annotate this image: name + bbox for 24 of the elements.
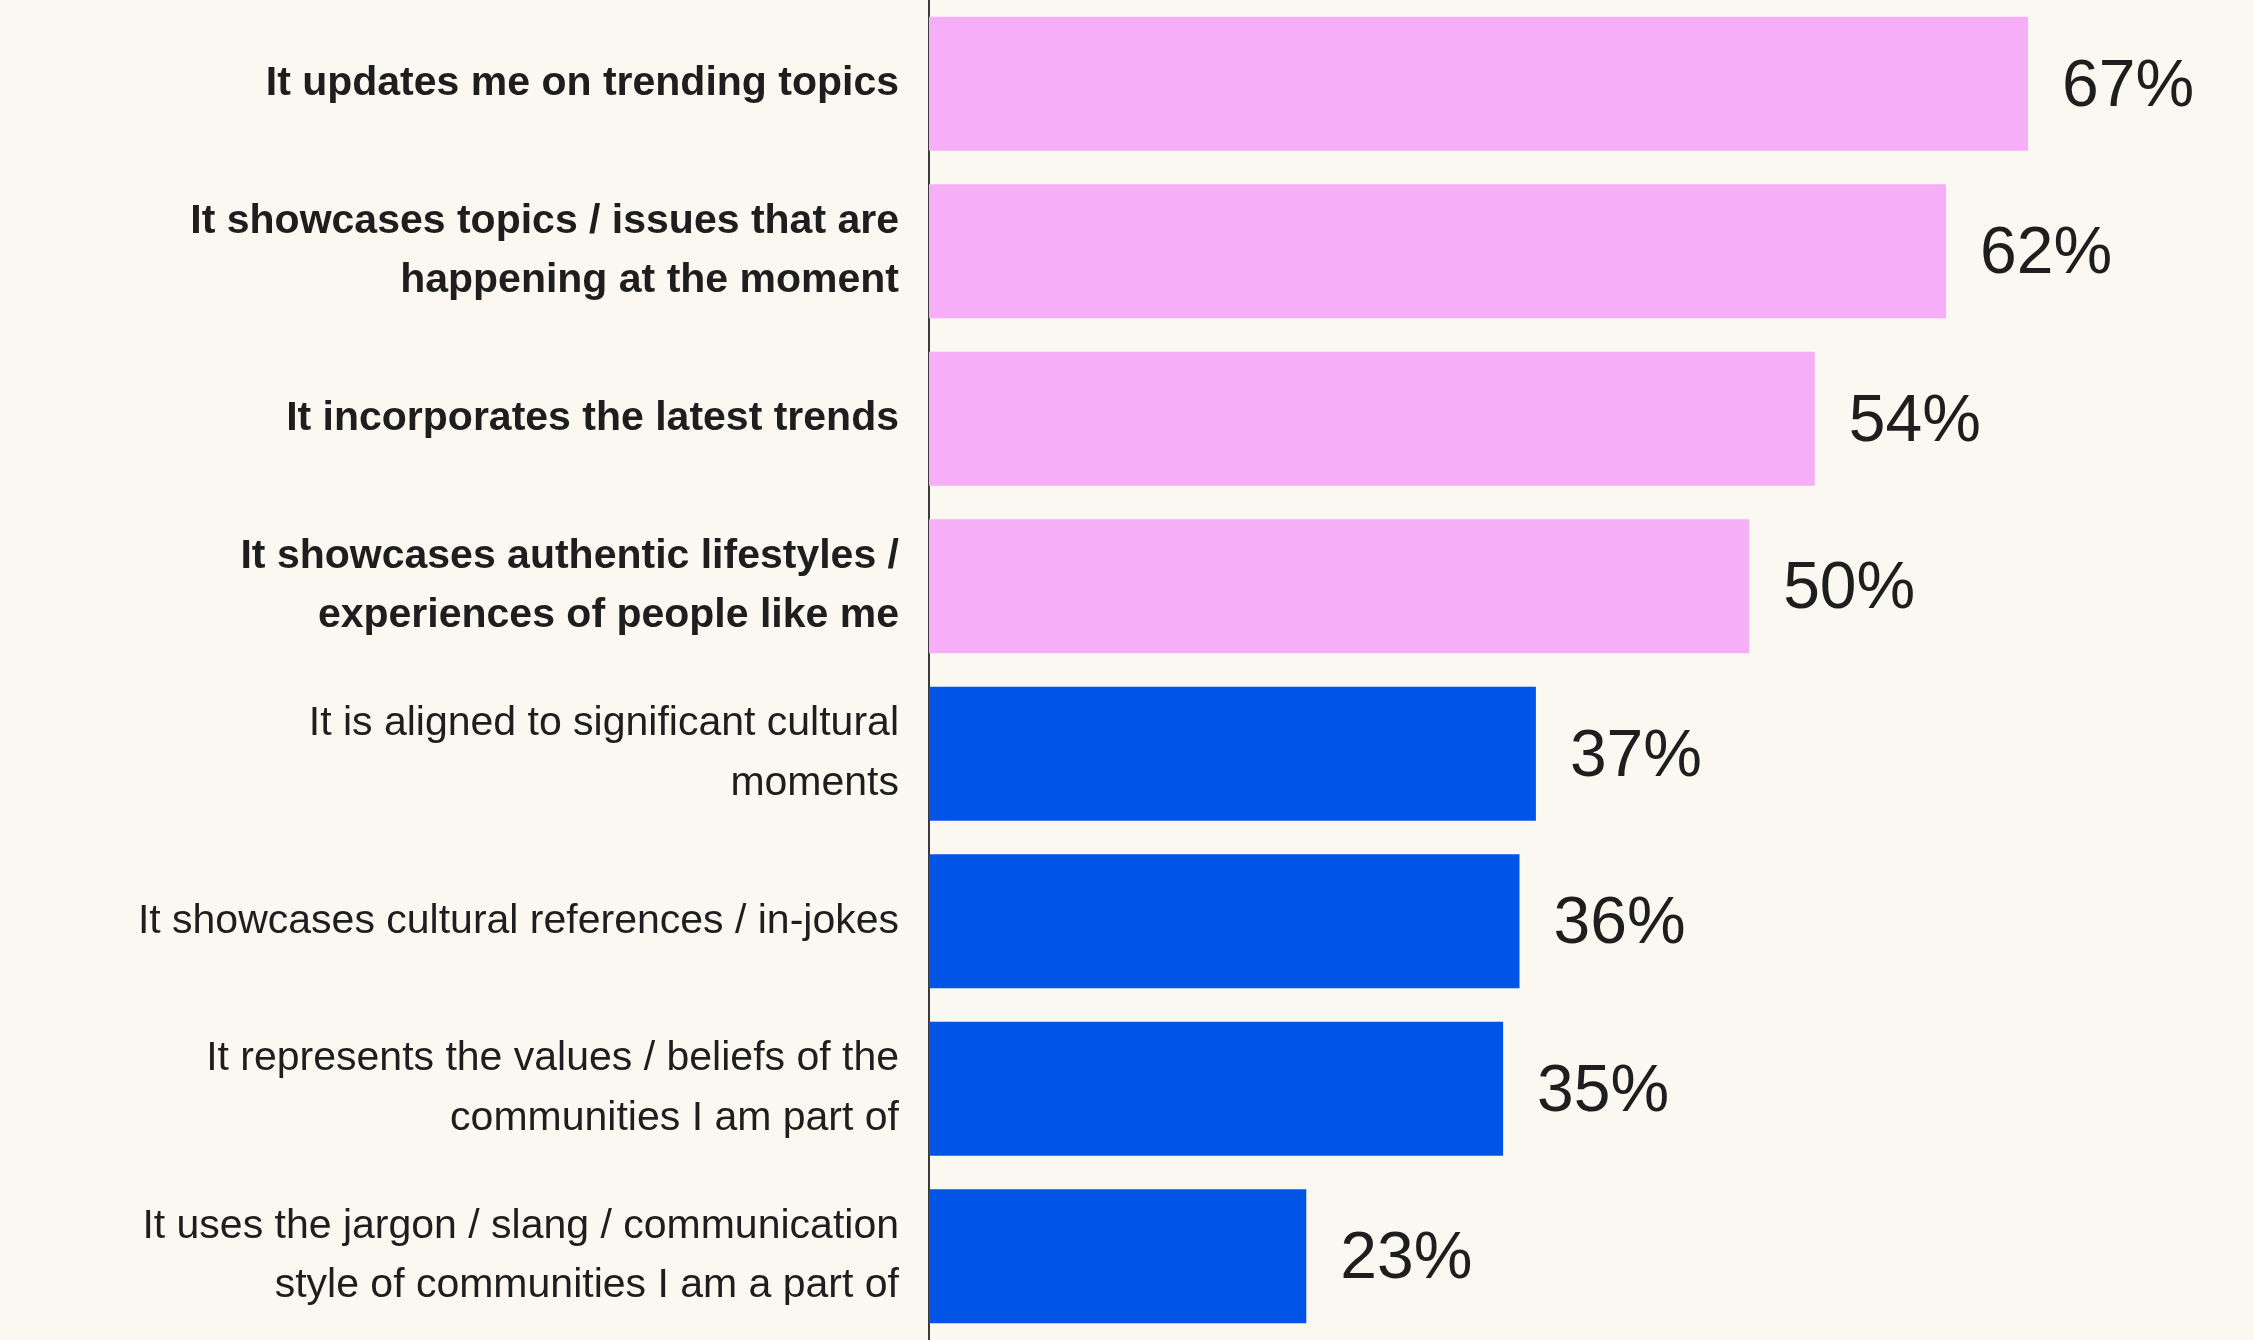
bar (929, 854, 1520, 989)
data-label: 54% (1848, 380, 1981, 455)
y-tick-label: It showcases authentic lifestyles / experiences of people like me (240, 530, 899, 637)
data-label: 50% (1783, 548, 1916, 623)
data-label: 62% (1979, 213, 2113, 288)
bar (929, 184, 1946, 319)
data-label: 35% (1537, 1050, 1670, 1125)
data-label: 23% (1340, 1218, 1473, 1293)
y-tick-label: It showcases cultural references / in-jokes (137, 895, 899, 942)
y-tick-label: It updates me on trending topics (265, 58, 899, 105)
bar (929, 16, 2028, 151)
data-label: 37% (1569, 715, 1703, 790)
data-label: 67% (2062, 45, 2195, 120)
y-tick-label: It incorporates the latest trends (286, 393, 899, 440)
y-tick-label: It is aligned to significant cultural moments (308, 698, 899, 804)
bar (929, 1021, 1504, 1156)
data-label: 36% (1553, 883, 1686, 958)
y-tick-label: It showcases topics / issues that are happening at the moment (190, 195, 900, 302)
bar (929, 351, 1815, 486)
y-tick-label: It represents the values / beliefs of the communities I am part of (206, 1033, 900, 1139)
bar (929, 686, 1536, 821)
y-tick-label: It uses the jargon / slang / communication style of communities I am a part of (142, 1200, 900, 1307)
bar (929, 519, 1750, 654)
bar (929, 1189, 1307, 1324)
